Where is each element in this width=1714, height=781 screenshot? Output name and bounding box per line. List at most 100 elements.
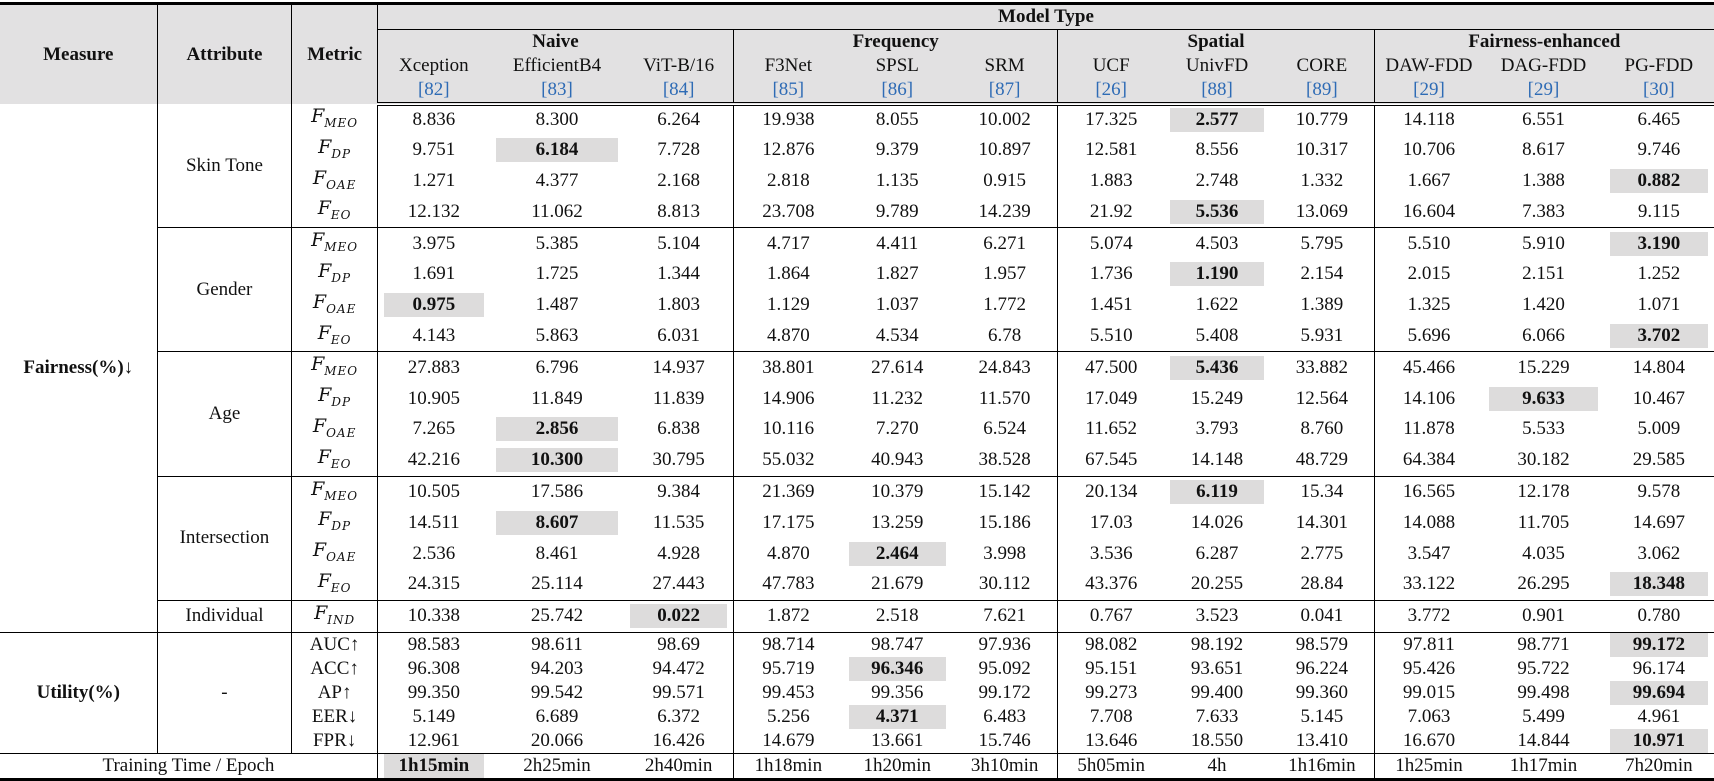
- cell-util_eer-3: 5.256: [766, 705, 810, 727]
- model-header-srm: SRM: [951, 54, 1059, 78]
- cell-util_ap-5: 99.172: [951, 680, 1059, 705]
- cell-skin_meo-6: 17.325: [1085, 109, 1138, 131]
- model-ref: [87]: [951, 78, 1059, 106]
- cell-inter_dp-2: 11.535: [624, 507, 734, 539]
- cell-skin_eo-7: 5.536: [1164, 196, 1270, 227]
- group-header-fairness-enhanced: Fairness-enhanced: [1374, 29, 1714, 54]
- cell-util_fpr-2: 16.426: [624, 728, 734, 754]
- cell-util_ap-7: 99.400: [1190, 681, 1244, 703]
- cell-inter_meo-10: 12.178: [1483, 475, 1604, 508]
- cell-util_fpr-7: 18.550: [1190, 729, 1244, 751]
- model-header-efficientb4: EfficientB4: [489, 54, 625, 78]
- cell-inter_oae-0: 2.536: [412, 542, 456, 564]
- cell-util_fpr-9: 16.670: [1402, 729, 1456, 751]
- cell-skin_dp-8: 10.317: [1270, 134, 1375, 166]
- table-row: Gender FMEO 3.975 5.385 5.104 4.717 4.411 6.271…: [0, 227, 1714, 352]
- cell-skin_meo-2: 6.264: [624, 104, 734, 135]
- cell-skin_oae-2: 2.168: [624, 165, 734, 197]
- cell-age_dp-3: 14.906: [762, 387, 815, 409]
- model-header-f3net: F3Net: [733, 54, 843, 78]
- cell-gender_meo-10: 5.910: [1483, 227, 1604, 259]
- cell-age_dp-0: 10.905: [407, 387, 460, 409]
- cell-gender_meo-1: 5.385: [489, 227, 625, 259]
- table-row: FDP 10.905 11.849 11.839 14.906 11.232 11.570 1…: [0, 383, 1714, 414]
- cell-gender_oae-11: 1.071: [1637, 294, 1681, 316]
- cell-age_oae-4: 7.270: [875, 418, 919, 440]
- metric-acc: ACC↑: [291, 656, 378, 681]
- cell-indiv_ind-8: 0.041: [1270, 599, 1375, 633]
- cell-skin_dp-11: 9.746: [1637, 139, 1681, 161]
- cell-age_meo-4: 27.614: [842, 351, 952, 384]
- cell-util_acc-10: 95.722: [1517, 657, 1570, 679]
- cell-gender_meo-7: 4.503: [1163, 227, 1271, 259]
- cell-inter_meo-1: 17.586: [489, 475, 625, 508]
- cell-inter_oae-2: 4.928: [624, 538, 734, 569]
- cell-age_eo-4: 40.943: [871, 449, 924, 471]
- cell-inter_dp-9: 14.088: [1402, 511, 1456, 533]
- cell-util_eer-1: 6.689: [535, 705, 579, 727]
- cell-age_meo-3: 38.801: [733, 351, 843, 384]
- cell-util_acc-11: 96.174: [1632, 657, 1685, 679]
- model-header-spsl: SPSL: [842, 54, 952, 78]
- cell-age_oae-0: 7.265: [412, 418, 456, 440]
- cell-inter_dp-7: 14.026: [1190, 511, 1244, 533]
- table-row: Individual FIND 10.338 25.742 0.022 1.872 2.51…: [0, 599, 1714, 633]
- cell-gender_dp-9: 2.015: [1407, 263, 1451, 285]
- cell-util_auc-0: 98.583: [377, 631, 490, 657]
- model-ref: [88]: [1163, 78, 1271, 106]
- model-ref: [29]: [1483, 78, 1604, 106]
- cell-age_dp-9: 14.106: [1402, 387, 1456, 409]
- metric-meo: FMEO: [291, 475, 378, 508]
- cell-util_ap-9: 99.015: [1402, 681, 1456, 703]
- cell-inter_dp-8: 14.301: [1270, 507, 1375, 539]
- cell-age_oae-8: 8.760: [1270, 413, 1375, 445]
- cell-age_oae-3: 10.116: [762, 418, 815, 440]
- cell-util_eer-4: 4.371: [843, 704, 952, 729]
- cell-util_ap-3: 99.453: [762, 681, 815, 703]
- cell-inter_meo-4: 10.379: [842, 475, 952, 508]
- metric-ap: AP↑: [291, 680, 378, 705]
- cell-gender_meo-9: 5.510: [1374, 227, 1484, 259]
- cell-util_acc-9: 95.426: [1402, 657, 1456, 679]
- cell-age_eo-1: 10.300: [490, 445, 625, 476]
- attribute-skin: Skin Tone: [157, 104, 293, 228]
- cell-skin_eo-1: 11.062: [531, 200, 583, 222]
- cell-inter_eo-10: 26.295: [1517, 573, 1570, 595]
- cell-util_fpr-5: 15.746: [951, 728, 1059, 754]
- cell-skin_dp-2: 7.728: [624, 134, 734, 166]
- cell-skin_meo-9: 14.118: [1403, 109, 1455, 131]
- cell-age_oae-7: 3.793: [1195, 418, 1239, 440]
- cell-gender_dp-4: 1.827: [875, 263, 919, 285]
- cell-util_acc-0: 96.308: [407, 657, 460, 679]
- cell-train-4: 1h20min: [842, 752, 952, 781]
- cell-train-6: 5h05min: [1057, 752, 1164, 781]
- metric-eo: FEO: [291, 444, 378, 477]
- cell-skin_dp-10: 8.617: [1522, 139, 1565, 161]
- cell-inter_meo-3: 21.369: [733, 475, 843, 508]
- cell-skin_eo-10: 7.383: [1522, 200, 1565, 222]
- model-header-xception: Xception: [377, 54, 490, 78]
- model-type-header: Model Type: [377, 2, 1714, 30]
- cell-indiv_ind-11: 0.780: [1603, 599, 1714, 633]
- metric-oae: FOAE: [291, 165, 378, 197]
- table-row: ACC↑ 96.308 94.203 94.472 95.719 96.346 95.092…: [0, 656, 1714, 681]
- cell-age_meo-6: 47.500: [1057, 351, 1164, 384]
- cell-skin_oae-1: 4.377: [535, 169, 579, 191]
- cell-util_eer-9: 7.063: [1407, 705, 1451, 727]
- metric-oae: FOAE: [291, 538, 378, 569]
- cell-age_dp-8: 12.564: [1270, 383, 1375, 414]
- table-row: FDP 14.511 8.607 11.535 17.175 13.259 15.186 17…: [0, 507, 1714, 539]
- cell-gender_meo-0: 3.975: [377, 227, 490, 259]
- cell-inter_dp-1: 8.607: [490, 507, 625, 538]
- cell-inter_oae-8: 2.775: [1270, 538, 1375, 569]
- cell-train-5: 3h10min: [951, 752, 1059, 781]
- cell-skin_dp-4: 9.379: [875, 139, 919, 161]
- cell-inter_eo-4: 21.679: [871, 573, 924, 595]
- cell-indiv_ind-6: 0.767: [1057, 599, 1164, 633]
- metric-meo: FMEO: [291, 104, 378, 135]
- cell-skin_oae-5: 0.915: [951, 165, 1059, 197]
- cell-age_eo-11: 29.585: [1632, 449, 1685, 471]
- cell-skin_eo-5: 14.239: [951, 196, 1059, 228]
- cell-util_fpr-3: 14.679: [762, 729, 815, 751]
